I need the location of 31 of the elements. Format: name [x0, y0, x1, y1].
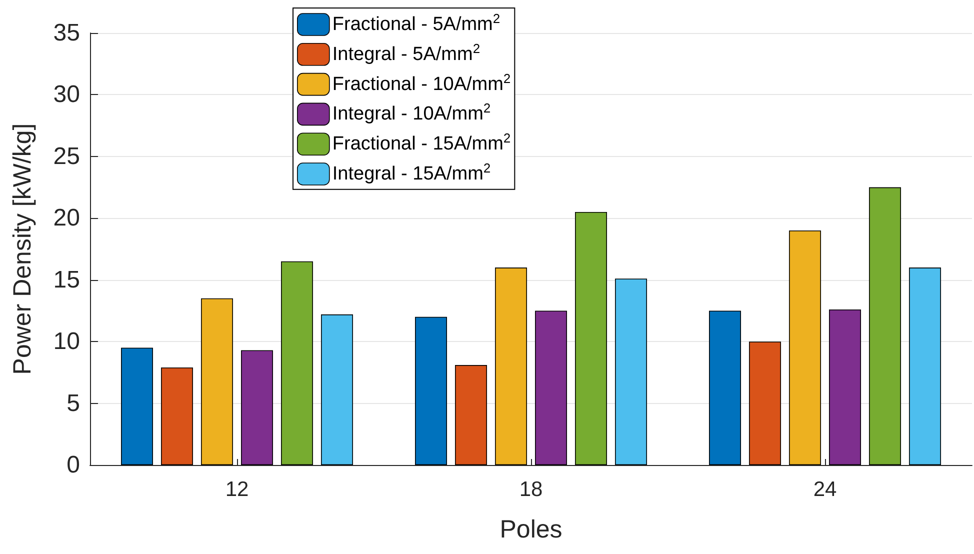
bar: [415, 316, 447, 465]
bar: [749, 342, 781, 465]
y-axis-title: Power Density [kW/kg]: [8, 123, 36, 375]
bar: [455, 365, 487, 465]
x-tick-label: 18: [519, 478, 543, 501]
bar: [575, 212, 607, 465]
y-tick-label: 25: [53, 142, 80, 170]
bar: [709, 310, 741, 465]
y-tick-label: 5: [66, 390, 80, 417]
bar: [281, 261, 313, 465]
y-tick-label: 20: [53, 204, 80, 232]
bar: [321, 314, 353, 465]
bar: [201, 298, 233, 465]
y-tick-label: 35: [53, 20, 80, 46]
y-tick-label: 10: [53, 328, 80, 356]
y-tick-label: 15: [53, 266, 80, 294]
x-tick-label: 12: [225, 478, 249, 501]
bar: [495, 268, 527, 465]
bar: [909, 268, 941, 465]
bar: [829, 309, 861, 465]
x-axis-title: Poles: [500, 516, 562, 544]
x-tick-label: 24: [813, 478, 837, 501]
y-tick-label: 0: [66, 452, 80, 478]
bar: [615, 278, 647, 465]
bar: [535, 310, 567, 465]
bar: [869, 187, 901, 465]
bar: [121, 348, 153, 465]
bar: [161, 367, 193, 465]
bar: [241, 350, 273, 465]
y-tick-label: 30: [53, 81, 80, 108]
bar: [789, 230, 821, 465]
